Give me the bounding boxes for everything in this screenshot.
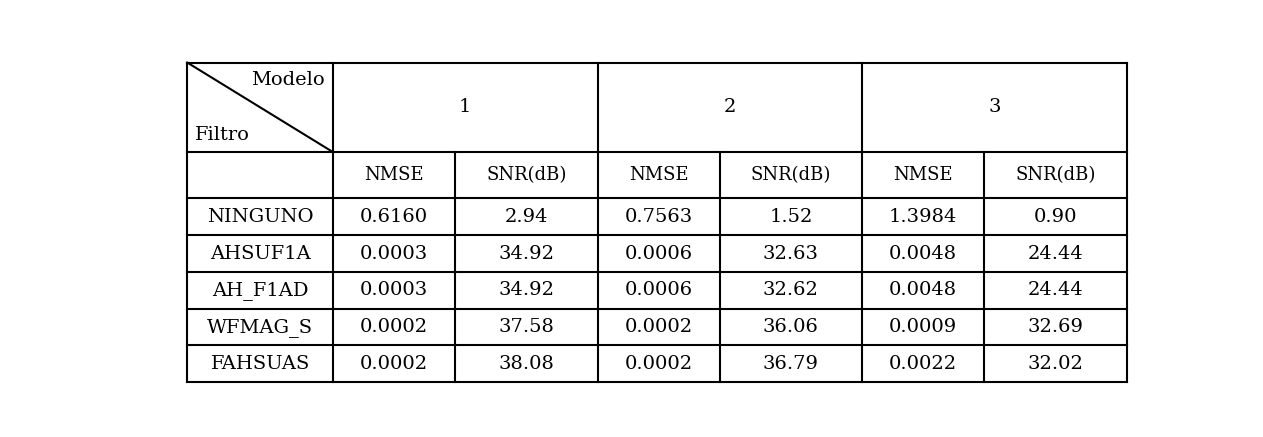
Text: NMSE: NMSE (364, 166, 423, 184)
Text: 32.69: 32.69 (1028, 318, 1084, 336)
Text: 0.6160: 0.6160 (360, 208, 428, 226)
Text: SNR(dB): SNR(dB) (750, 166, 831, 184)
Text: 0.0048: 0.0048 (889, 245, 957, 263)
Text: 2.94: 2.94 (504, 208, 548, 226)
Text: 0.0009: 0.0009 (889, 318, 957, 336)
Text: 0.0003: 0.0003 (360, 245, 428, 263)
Text: 2: 2 (724, 98, 736, 116)
Text: 0.0048: 0.0048 (889, 281, 957, 299)
Text: 0.0002: 0.0002 (624, 318, 692, 336)
Text: 37.58: 37.58 (499, 318, 554, 336)
Text: 36.06: 36.06 (763, 318, 818, 336)
Text: NMSE: NMSE (893, 166, 954, 184)
Text: SNR(dB): SNR(dB) (1015, 166, 1096, 184)
Text: 32.62: 32.62 (763, 281, 818, 299)
Text: 0.7563: 0.7563 (624, 208, 692, 226)
Text: NINGUNO: NINGUNO (207, 208, 313, 226)
Text: FAHSUAS: FAHSUAS (211, 355, 309, 373)
Text: 0.0002: 0.0002 (360, 355, 428, 373)
Text: 24.44: 24.44 (1028, 245, 1084, 263)
Text: 0.0002: 0.0002 (624, 355, 692, 373)
Text: 0.0006: 0.0006 (624, 245, 692, 263)
Text: 34.92: 34.92 (498, 281, 554, 299)
Text: 0.90: 0.90 (1034, 208, 1077, 226)
Text: AHSUF1A: AHSUF1A (210, 245, 311, 263)
Text: 38.08: 38.08 (499, 355, 554, 373)
Text: 3: 3 (989, 98, 1000, 116)
Text: 1.52: 1.52 (769, 208, 812, 226)
Text: 32.63: 32.63 (763, 245, 818, 263)
Text: Filtro: Filtro (195, 125, 250, 144)
Text: 32.02: 32.02 (1028, 355, 1084, 373)
Text: 24.44: 24.44 (1028, 281, 1084, 299)
Text: 36.79: 36.79 (763, 355, 818, 373)
Text: 1.3984: 1.3984 (889, 208, 957, 226)
Text: AH_F1AD: AH_F1AD (212, 281, 308, 300)
Text: 0.0006: 0.0006 (624, 281, 692, 299)
Text: SNR(dB): SNR(dB) (486, 166, 566, 184)
Text: 0.0022: 0.0022 (889, 355, 957, 373)
Text: WFMAG_S: WFMAG_S (207, 318, 313, 336)
Text: 0.0003: 0.0003 (360, 281, 428, 299)
Text: NMSE: NMSE (629, 166, 688, 184)
Text: 1: 1 (458, 98, 471, 116)
Text: Modelo: Modelo (251, 71, 325, 89)
Text: 0.0002: 0.0002 (360, 318, 428, 336)
Text: 34.92: 34.92 (498, 245, 554, 263)
